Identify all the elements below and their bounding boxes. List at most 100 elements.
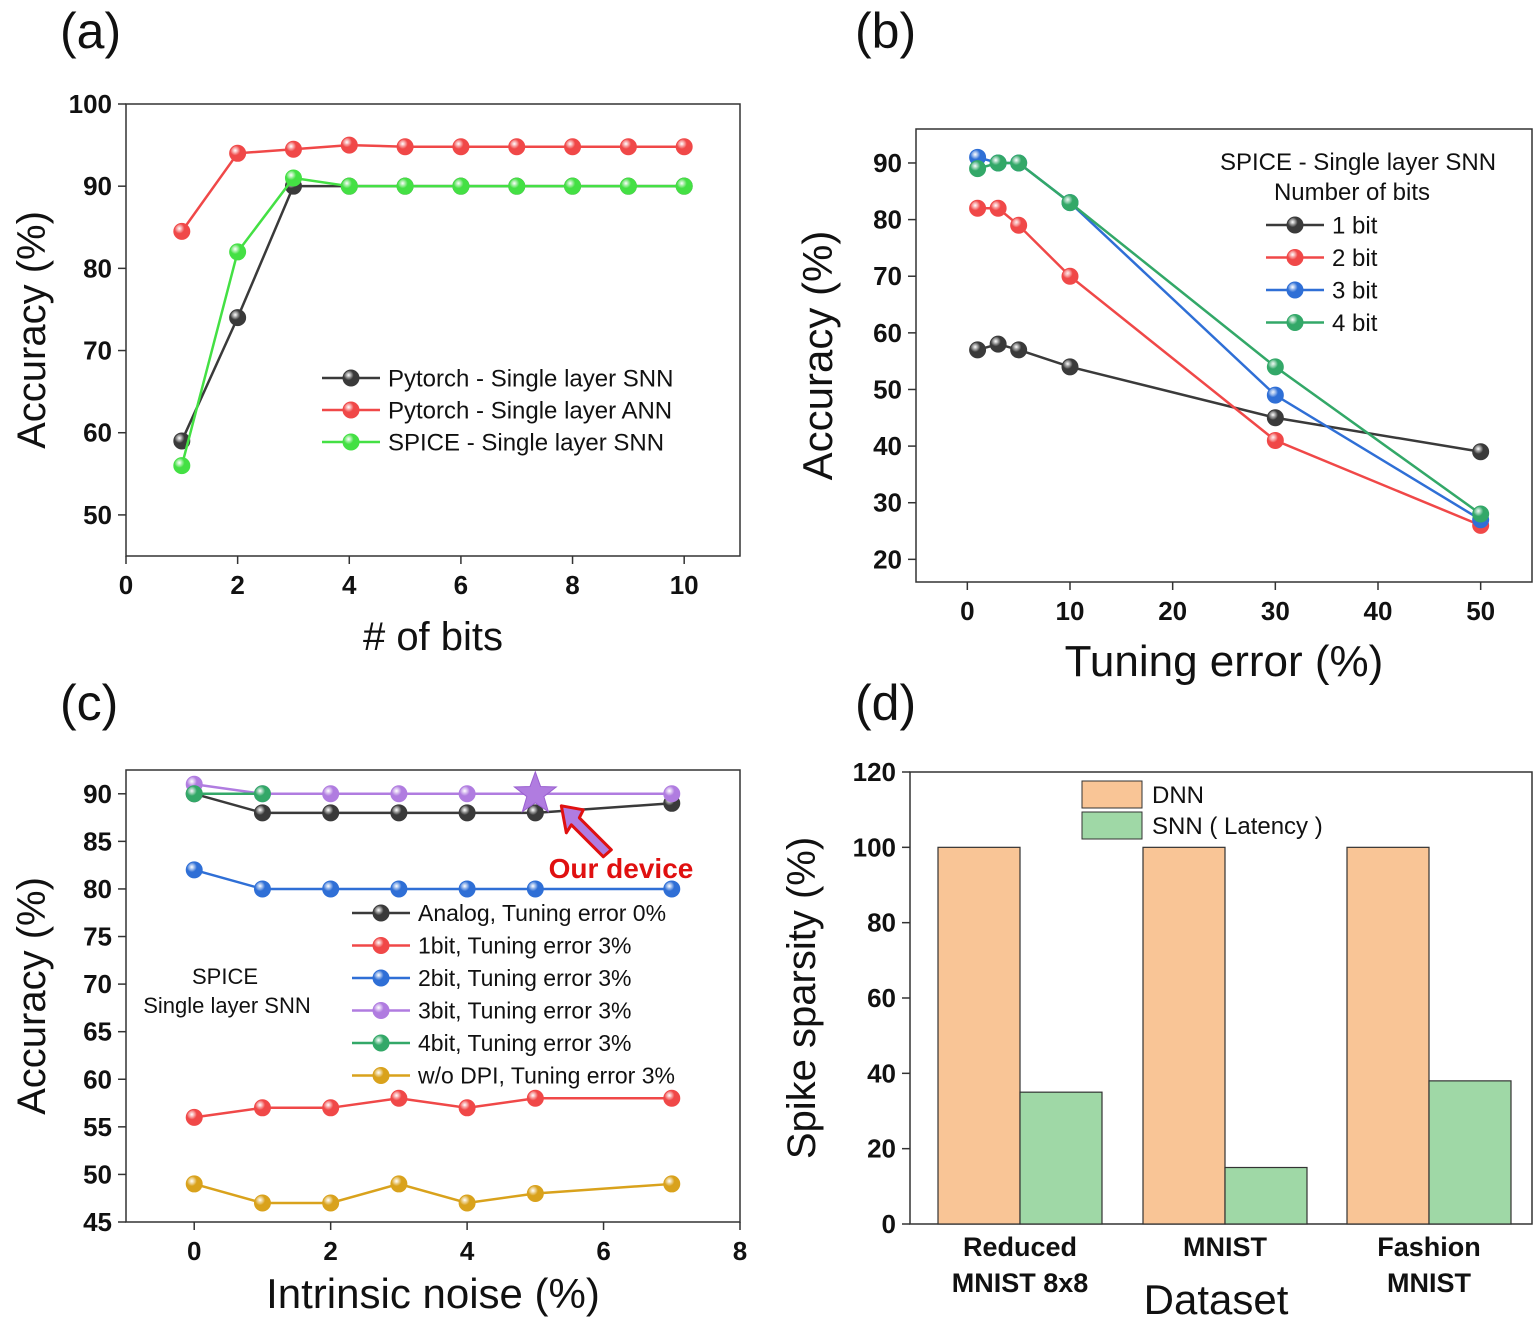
legend-marker xyxy=(372,904,390,922)
legend-marker xyxy=(1286,249,1304,266)
category-label: Fashion xyxy=(1377,1232,1481,1262)
data-point xyxy=(663,880,681,898)
data-point xyxy=(458,1194,476,1212)
y-tick-label: 50 xyxy=(83,1159,112,1189)
x-tick-label: 10 xyxy=(670,570,699,600)
legend-entry: SPICE - Single layer SNN xyxy=(322,429,664,456)
legend-label: SNN ( Latency ) xyxy=(1152,813,1323,840)
legend-entry: 1 bit xyxy=(1266,212,1378,239)
y-tick-label: 70 xyxy=(873,261,902,291)
data-point xyxy=(322,785,340,803)
data-point xyxy=(526,1184,544,1202)
data-point xyxy=(340,177,358,195)
legend-marker xyxy=(342,369,360,387)
data-point xyxy=(253,1194,271,1212)
legend-marker xyxy=(1286,216,1304,234)
x-tick-label: 0 xyxy=(119,570,133,600)
category-label: MNIST xyxy=(1183,1232,1268,1262)
x-tick-label: 50 xyxy=(1466,596,1495,626)
legend: Analog, Tuning error 0% 1bit, Tuning erro… xyxy=(352,900,675,1089)
x-tick-label: 20 xyxy=(1158,596,1187,626)
y-tick-label: 80 xyxy=(867,908,896,938)
data-point xyxy=(390,1175,408,1193)
legend-label: 4bit, Tuning error 3% xyxy=(418,1030,632,1056)
data-point xyxy=(458,880,476,898)
y-tick-label: 45 xyxy=(83,1207,112,1237)
bar xyxy=(1142,846,1226,1225)
data-point xyxy=(390,785,408,803)
data-point xyxy=(253,804,271,822)
x-tick-label: 8 xyxy=(733,1236,747,1266)
legend-marker xyxy=(1286,281,1304,299)
series-line xyxy=(977,342,1481,453)
legend-entry: 3bit, Tuning error 3% xyxy=(352,998,632,1024)
y-tick-label: 60 xyxy=(83,418,112,448)
data-point xyxy=(526,880,544,898)
bar xyxy=(1019,1091,1103,1225)
data-point xyxy=(1061,194,1079,212)
x-axis-label: Dataset xyxy=(1144,1276,1289,1322)
data-point xyxy=(452,177,470,195)
x-tick-label: 8 xyxy=(565,570,579,600)
bar xyxy=(1428,1080,1512,1225)
y-tick-label: 80 xyxy=(83,874,112,904)
data-point xyxy=(185,861,203,879)
legend-marker xyxy=(342,401,360,419)
series-line xyxy=(180,176,685,466)
data-point xyxy=(390,1089,408,1107)
legend-label: 2bit, Tuning error 3% xyxy=(418,965,632,991)
legend-label: Pytorch - Single layer ANN xyxy=(388,397,672,424)
data-point xyxy=(253,785,271,803)
y-tick-label: 0 xyxy=(882,1209,896,1239)
legend-entry: DNN xyxy=(1081,780,1204,809)
y-tick-label: 90 xyxy=(83,779,112,809)
legend-label: w/o DPI, Tuning error 3% xyxy=(417,1063,675,1089)
chart-a: 0 2 4 6 8 10 50 60 70 80 90 100 # of bits Accuracy (%… xyxy=(10,89,741,659)
data-point xyxy=(229,309,247,327)
series-line xyxy=(977,161,1482,516)
legend-marker xyxy=(342,433,360,451)
legend: DNN SNN ( Latency ) xyxy=(1081,780,1323,840)
y-tick-label: 65 xyxy=(83,1017,112,1047)
bar xyxy=(937,846,1021,1225)
legend-label: 4 bit xyxy=(1332,310,1378,337)
legend-marker xyxy=(372,937,390,954)
data-point xyxy=(1266,358,1284,376)
data-point xyxy=(619,177,637,195)
series-4-bit xyxy=(969,154,1490,523)
data-point xyxy=(458,1099,476,1117)
y-tick-label: 85 xyxy=(83,826,112,856)
legend-subtitle: Number of bits xyxy=(1274,179,1430,206)
x-tick-label: 0 xyxy=(187,1236,201,1266)
data-point xyxy=(969,199,987,217)
x-tick-label: 6 xyxy=(596,1236,610,1266)
chart-c: 0 2 4 6 8 45 50 55 60 65 70 75 80 85 90 Intrinsic noise… xyxy=(10,769,747,1317)
y-tick-label: 90 xyxy=(83,171,112,201)
data-point xyxy=(185,1108,203,1126)
series-dnn xyxy=(937,846,1430,1225)
legend-label: 1bit, Tuning error 3% xyxy=(418,933,632,959)
bar xyxy=(1346,846,1430,1225)
legend-entry: w/o DPI, Tuning error 3% xyxy=(352,1063,675,1089)
legend-label: 2 bit xyxy=(1332,245,1378,272)
legend: SPICE - Single layer SNN Number of bits 1 … xyxy=(1220,149,1496,337)
y-axis-label: Accuracy (%) xyxy=(10,877,54,1115)
series-2-bit xyxy=(969,199,1490,534)
legend-entry: 2bit, Tuning error 3% xyxy=(352,965,632,991)
legend-entry: 3 bit xyxy=(1266,277,1378,304)
y-tick-label: 120 xyxy=(853,757,896,787)
data-point xyxy=(229,243,247,261)
legend-label: DNN xyxy=(1152,782,1204,809)
legend-entry: Analog, Tuning error 0% xyxy=(352,900,666,926)
category-label: MNIST 8x8 xyxy=(952,1268,1089,1298)
series-1bit-tuning-error-3- xyxy=(185,1089,681,1126)
x-axis-label: Intrinsic noise (%) xyxy=(266,1270,600,1317)
data-point xyxy=(1061,267,1079,285)
series-line xyxy=(977,156,1482,521)
y-tick-label: 100 xyxy=(69,89,112,119)
data-point xyxy=(508,177,526,195)
y-tick-label: 70 xyxy=(83,969,112,999)
data-point xyxy=(185,785,203,803)
data-point xyxy=(989,199,1007,217)
